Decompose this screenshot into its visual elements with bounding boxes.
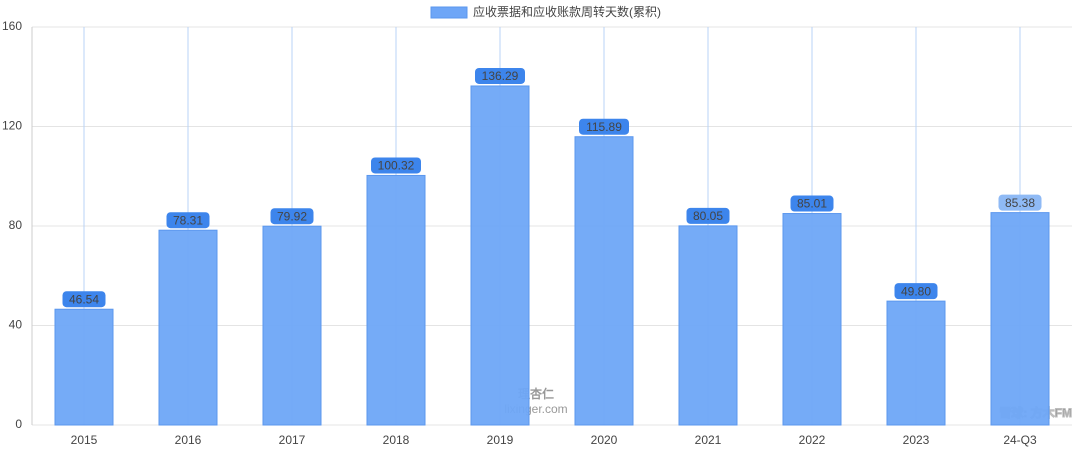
value-label: 46.54 bbox=[69, 292, 99, 306]
bar bbox=[886, 300, 946, 426]
x-tick-label: 2023 bbox=[903, 433, 930, 447]
x-tick-label: 2022 bbox=[799, 433, 826, 447]
value-label-box bbox=[270, 208, 314, 225]
bar bbox=[990, 212, 1050, 426]
value-label: 78.31 bbox=[173, 213, 203, 227]
y-tick-label: 160 bbox=[2, 19, 22, 33]
x-tick-label: 2017 bbox=[279, 433, 306, 447]
bar bbox=[470, 85, 530, 426]
value-label: 80.05 bbox=[693, 209, 723, 223]
bar bbox=[262, 225, 322, 426]
value-label-box bbox=[998, 194, 1042, 211]
value-label-box bbox=[371, 157, 421, 174]
value-label-box bbox=[166, 212, 210, 229]
x-tick-label: 24-Q3 bbox=[1003, 433, 1037, 447]
value-label-box bbox=[475, 67, 525, 84]
value-label-box bbox=[894, 283, 938, 300]
legend-swatch bbox=[430, 6, 468, 19]
value-label: 79.92 bbox=[277, 209, 307, 223]
value-label: 49.80 bbox=[901, 284, 931, 298]
bar bbox=[54, 308, 114, 426]
value-label: 100.32 bbox=[378, 159, 415, 173]
y-tick-label: 120 bbox=[2, 119, 22, 133]
bar bbox=[574, 136, 634, 426]
bar bbox=[678, 225, 738, 426]
x-tick-label: 2019 bbox=[487, 433, 514, 447]
value-label-box bbox=[62, 291, 106, 308]
value-label-box bbox=[790, 195, 834, 212]
value-label-box bbox=[579, 118, 629, 135]
x-tick-label: 2018 bbox=[383, 433, 410, 447]
legend-label: 应收票据和应收账款周转天数(累积) bbox=[473, 4, 661, 19]
x-tick-label: 2016 bbox=[175, 433, 202, 447]
y-tick-label: 40 bbox=[9, 318, 23, 332]
value-label-box bbox=[686, 207, 730, 224]
bar bbox=[366, 174, 426, 426]
value-label: 85.38 bbox=[1005, 196, 1035, 210]
y-tick-label: 80 bbox=[9, 218, 23, 232]
y-tick-label: 0 bbox=[15, 417, 22, 431]
x-tick-label: 2021 bbox=[695, 433, 722, 447]
value-label: 85.01 bbox=[797, 197, 827, 211]
value-label: 136.29 bbox=[482, 69, 519, 83]
bar bbox=[158, 229, 218, 426]
value-label: 115.89 bbox=[586, 120, 622, 134]
x-tick-label: 2015 bbox=[71, 433, 98, 447]
x-tick-label: 2020 bbox=[591, 433, 618, 447]
bar bbox=[782, 213, 842, 426]
